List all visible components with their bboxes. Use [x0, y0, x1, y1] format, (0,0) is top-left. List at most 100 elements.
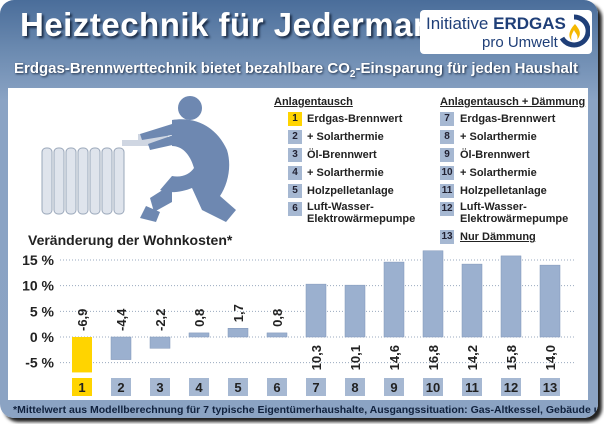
- radiator-installer-illustration: [41, 96, 236, 222]
- value-label: -4,4: [114, 308, 129, 331]
- category-label: 8: [351, 380, 358, 395]
- logo-brand: ERDGAS: [493, 14, 566, 33]
- category-box: [306, 378, 326, 396]
- infographic-frame: Heiztechnik für Jedermann Initiative ERD…: [0, 0, 598, 418]
- category-label: 2: [117, 380, 124, 395]
- legend-number: 6: [288, 202, 302, 216]
- bar-chart: 15 % 10 % 5 % 0 % -5 % -6,9 1 -4,4 2 -2,2 3 0,8 4 1,7…: [22, 250, 574, 396]
- logo-tagline: pro Umwelt: [482, 34, 558, 51]
- category-label: 5: [234, 380, 241, 395]
- legend-label: + Solarthermie: [460, 167, 537, 179]
- value-label: 16,8: [426, 345, 441, 370]
- legend-number: 5: [288, 184, 302, 198]
- legend-label: + Solarthermie: [307, 131, 384, 143]
- legend-number: 1: [288, 112, 302, 126]
- category-box: [150, 378, 170, 396]
- legend-group1-title: Anlagentausch: [274, 96, 353, 108]
- legend-number: 8: [440, 130, 454, 144]
- category-label: 7: [312, 380, 319, 395]
- legend-label: Öl-Brennwert: [460, 149, 530, 161]
- bar: [383, 261, 405, 338]
- category-box: [345, 378, 365, 396]
- value-label: 14,6: [387, 345, 402, 370]
- value-label: 0,8: [270, 309, 285, 327]
- category-label: 10: [426, 380, 440, 395]
- value-label: 10,1: [348, 345, 363, 370]
- value-label: 14,0: [543, 345, 558, 370]
- category-box: [189, 378, 209, 396]
- legend-label: + Solarthermie: [460, 131, 537, 143]
- legend-number: 12: [440, 202, 454, 216]
- page-title: Heiztechnik für Jedermann: [20, 6, 455, 43]
- legend-number: 13: [440, 230, 454, 244]
- y-tick-label: -5 %: [25, 355, 54, 371]
- bar: [188, 332, 210, 338]
- category-label: 12: [504, 380, 518, 395]
- category-label: 11: [465, 380, 479, 395]
- content-panel: Anlagentausch Anlagentausch + Dämmung 1 …: [8, 88, 588, 400]
- category-label: 3: [156, 380, 163, 395]
- y-tick-label: 15 %: [22, 252, 54, 268]
- legend-label: Holzpelletanlage: [460, 185, 547, 197]
- y-tick-label: 5 %: [30, 303, 55, 319]
- value-label: 14,2: [465, 345, 480, 370]
- subtitle: Erdgas-Brennwerttechnik bietet bezahlbar…: [14, 60, 579, 80]
- bar: [110, 336, 132, 360]
- value-label: 1,7: [231, 304, 246, 322]
- legend-number: 11: [440, 184, 454, 198]
- category-label: 6: [273, 380, 280, 395]
- flame-circle-icon: [559, 14, 590, 48]
- legend-group2-title: Anlagentausch + Dämmung: [440, 96, 586, 108]
- logo-initiative: Initiative: [426, 14, 489, 33]
- category-label: 13: [543, 380, 557, 395]
- legend-label: Erdgas-Brennwert: [460, 113, 556, 125]
- category-box: [72, 378, 92, 396]
- category-label: 4: [195, 380, 203, 395]
- bar: [305, 283, 327, 338]
- footnote: *Mittelwert aus Modellberechnung für 7 t…: [13, 404, 598, 416]
- legend-number: 9: [440, 148, 454, 162]
- legend-number: 4: [288, 166, 302, 180]
- bar: [227, 328, 249, 338]
- category-box: [384, 378, 404, 396]
- category-box: [423, 378, 443, 396]
- value-label: 10,3: [309, 345, 324, 370]
- bar: [344, 284, 366, 338]
- legend-number: 3: [288, 148, 302, 162]
- value-label: -6,9: [75, 309, 90, 331]
- value-label: -2,2: [153, 309, 168, 331]
- legend-label: + Solarthermie: [307, 167, 384, 179]
- category-label: 1: [78, 380, 85, 395]
- legend-label: Erdgas-Brennwert: [307, 113, 403, 125]
- legend-label: Holzpelletanlage: [307, 185, 394, 197]
- category-box: [111, 378, 131, 396]
- bar: [539, 264, 561, 338]
- legend-label: Luft-Wasser-: [460, 201, 527, 213]
- bar: [72, 337, 92, 373]
- legend-label: Luft-Wasser-: [307, 201, 374, 213]
- category-box: [462, 378, 482, 396]
- y-tick-label: 10 %: [22, 278, 54, 294]
- category-box: [540, 378, 560, 396]
- legend-label: Elektrowärmepumpe: [460, 213, 569, 225]
- value-label: 0,8: [192, 309, 207, 327]
- legend-label: Öl-Brennwert: [307, 149, 377, 161]
- bar: [149, 336, 171, 349]
- value-label: 15,8: [504, 345, 519, 370]
- category-box: [228, 378, 248, 396]
- legend-label: Elektrowärmepumpe: [307, 213, 416, 225]
- legend-number: 10: [440, 166, 454, 180]
- bar: [422, 250, 444, 338]
- legend-label: Nur Dämmung: [460, 231, 536, 243]
- legend-number: 2: [288, 130, 302, 144]
- category-box: [267, 378, 287, 396]
- bar: [266, 332, 288, 338]
- erdgas-logo: Initiative ERDGAS pro Umwelt: [420, 10, 592, 54]
- y-tick-label: 0 %: [30, 329, 55, 345]
- bar: [500, 255, 522, 338]
- category-box: [501, 378, 521, 396]
- chart-title: Veränderung der Wohnkosten*: [28, 232, 233, 248]
- category-label: 9: [390, 380, 397, 395]
- legend-number: 7: [440, 112, 454, 126]
- bar: [461, 263, 483, 338]
